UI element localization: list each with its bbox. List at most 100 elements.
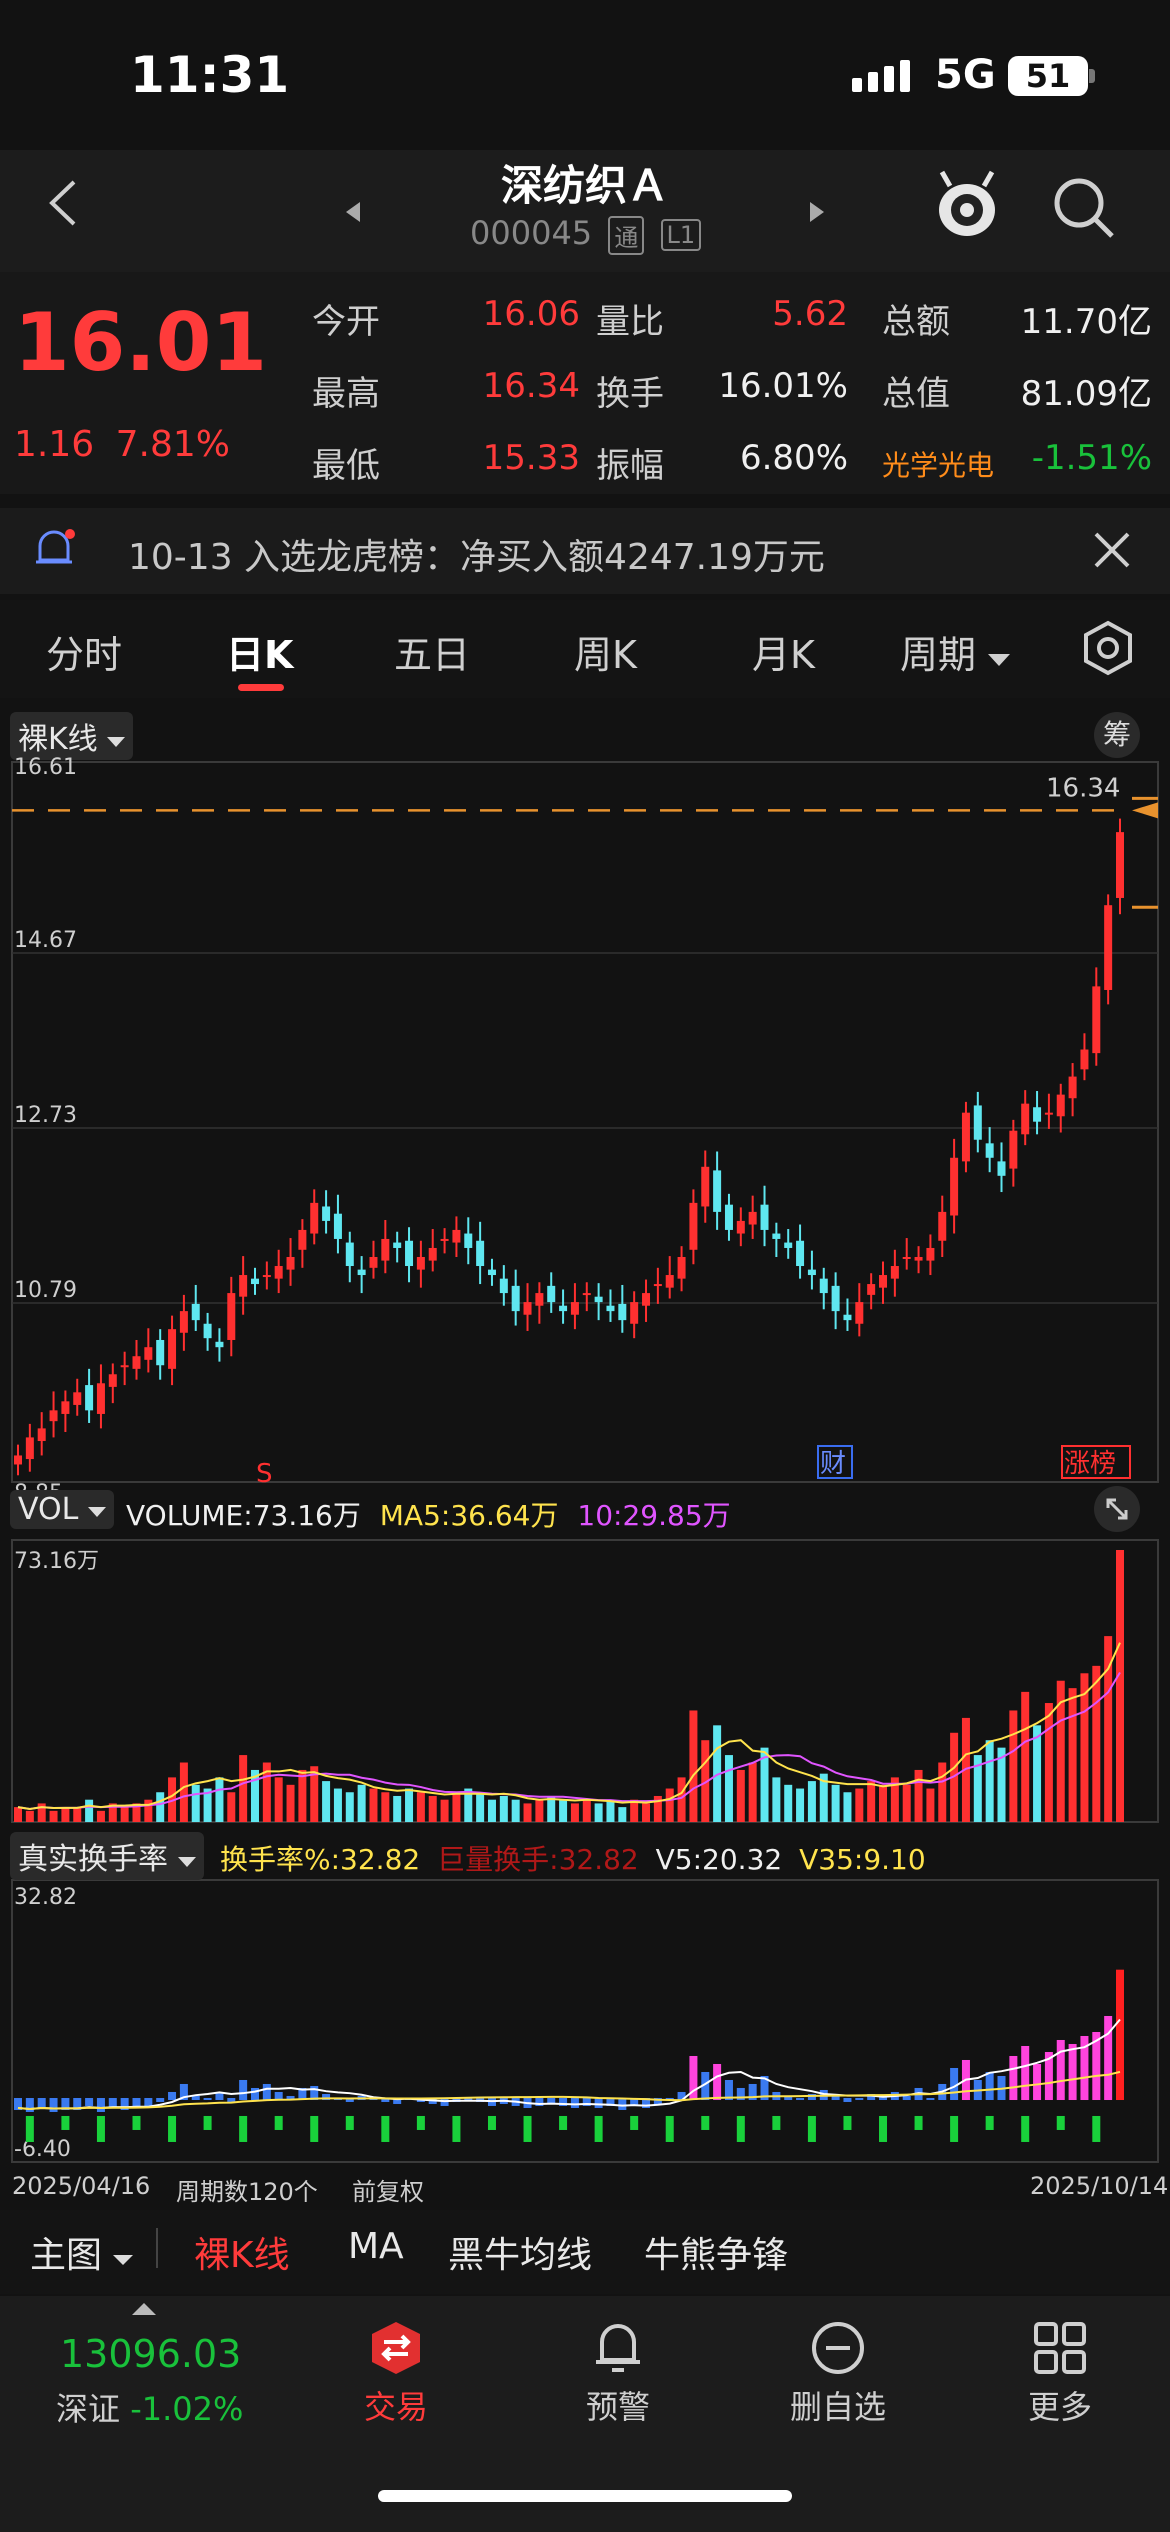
turnover-bar <box>879 2095 888 2101</box>
ma10-line <box>17 1671 1121 1810</box>
turnover-bar <box>1056 2039 1065 2101</box>
price-marker <box>1132 802 1158 819</box>
turnover-bar <box>1044 2051 1053 2101</box>
turnover-bar <box>179 2083 188 2101</box>
tab-remove[interactable]: 删自选 <box>789 2388 886 2426</box>
candle-body <box>1021 1103 1030 1135</box>
tab-more[interactable]: 更多 <box>1027 2388 1092 2426</box>
candle-body <box>701 1166 710 1207</box>
candle-body <box>61 1401 70 1414</box>
tab-alert[interactable]: 预警 <box>585 2388 650 2426</box>
tab-rik[interactable]: 日K <box>226 633 294 677</box>
expand-icon[interactable] <box>1094 1486 1140 1532</box>
settings-icon[interactable] <box>1080 620 1136 680</box>
turnover-neg-bar <box>381 2115 390 2142</box>
turnover-bar <box>144 2098 153 2106</box>
change-percent: 7.81% <box>115 424 230 465</box>
trade-icon[interactable] <box>368 2320 424 2380</box>
notice-bar[interactable] <box>0 508 1170 594</box>
volume-bar <box>215 1777 224 1822</box>
volume-bar <box>772 1777 781 1822</box>
close-icon[interactable] <box>1092 530 1132 574</box>
bell-icon <box>32 526 76 578</box>
index-value[interactable]: 13096.03 <box>60 2332 242 2376</box>
status-time: 11:31 <box>130 46 290 104</box>
candle-body <box>14 1455 22 1465</box>
back-icon[interactable] <box>44 178 84 228</box>
tab-fenshi[interactable]: 分时 <box>46 633 123 677</box>
remove-watchlist-icon[interactable] <box>810 2320 866 2380</box>
chevron-up-icon[interactable] <box>132 2302 156 2321</box>
turnover-min-label: -6.40 <box>14 2137 71 2162</box>
volume-bar <box>1044 1703 1053 1822</box>
ma10-value: 29.85万 <box>622 1499 731 1532</box>
volume-bar <box>760 1747 769 1822</box>
turnover-bar <box>630 2098 639 2106</box>
tab-zhouqi[interactable]: 周期 <box>900 624 1011 679</box>
volume-bar <box>144 1799 153 1822</box>
turnover-neg-bar <box>345 2115 354 2130</box>
quote-label: 总额 <box>882 302 950 342</box>
indicator-ma[interactable]: MA <box>348 2226 404 2267</box>
turnover-bar <box>262 2083 271 2101</box>
candlestick-chart[interactable]: 16.6114.6712.7310.798.8516.34S财涨榜73.16万3… <box>0 700 1170 2220</box>
v5-value: 20.32 <box>702 1843 783 1876</box>
tab-yuek[interactable]: 月K <box>752 633 815 677</box>
turnover-bar <box>156 2098 165 2102</box>
more-icon[interactable] <box>1032 2320 1088 2380</box>
mascot-icon[interactable] <box>932 168 1002 248</box>
candle-body <box>961 1112 970 1162</box>
next-stock-icon[interactable] <box>806 200 826 228</box>
chips-button[interactable]: 筹 <box>1094 712 1140 758</box>
index-info[interactable]: 深证 -1.02% <box>56 2384 243 2430</box>
volume-bar <box>322 1781 331 1822</box>
quote-label[interactable]: 光学光电 <box>882 449 995 482</box>
tab-trade[interactable]: 交易 <box>363 2388 428 2426</box>
turnover-bar <box>108 2098 117 2108</box>
turnover-bar <box>464 2097 473 2101</box>
turnover-bar <box>1080 2035 1089 2101</box>
indicator-niuxiong[interactable]: 牛熊争锋 <box>644 2235 789 2276</box>
candle-body <box>973 1105 982 1140</box>
notice-text: 10-13 入选龙虎榜：净买入额4247.19万元 <box>128 537 825 578</box>
volume-bar <box>61 1807 70 1822</box>
v35-line <box>17 2070 1121 2110</box>
prev-stock-icon[interactable] <box>344 200 364 228</box>
volume-bar <box>274 1777 283 1822</box>
v5-label: V5: <box>655 1843 703 1876</box>
turnover-bar <box>653 2098 662 2104</box>
quote-label: 今开 <box>312 302 380 342</box>
volume-bar <box>179 1762 188 1822</box>
turnover-bar <box>736 2087 745 2101</box>
turnover-bar <box>310 2085 319 2101</box>
candle-body <box>215 1341 224 1348</box>
turnover-neg-bar <box>879 2115 888 2142</box>
k-style-select[interactable]: 裸K线 <box>10 712 134 760</box>
mark-s: S <box>256 1459 273 1489</box>
volume-bar <box>262 1762 271 1822</box>
volume-bar <box>239 1755 248 1822</box>
candle-body <box>748 1211 757 1225</box>
tab-zhouk[interactable]: 周K <box>574 633 637 677</box>
adjustment-label[interactable]: 前复权 <box>352 2178 424 2206</box>
candle-body <box>49 1410 58 1422</box>
vol-select[interactable]: VOL <box>10 1490 114 1529</box>
tab-wuri[interactable]: 五日 <box>394 633 471 677</box>
indicator-heiniu[interactable]: 黑牛均线 <box>448 2235 593 2276</box>
divider <box>156 2228 158 2268</box>
alert-icon[interactable] <box>592 2318 644 2382</box>
mark-cai-box <box>817 1445 853 1479</box>
indicator-luok[interactable]: 裸K线 <box>194 2235 290 2276</box>
candle-body <box>203 1323 212 1339</box>
turnover-select[interactable]: 真实换手率 <box>10 1832 204 1880</box>
main-chart-select[interactable]: 主图 <box>30 2226 134 2278</box>
turnover-neg-bar <box>1092 2115 1101 2142</box>
volume-bar <box>1080 1673 1089 1822</box>
volume-bar <box>1092 1665 1101 1822</box>
turnover-bar <box>85 2098 94 2106</box>
turnover-bar <box>381 2098 390 2102</box>
search-icon[interactable] <box>1052 176 1116 244</box>
turnover-neg-bar <box>1056 2115 1065 2130</box>
candle-body <box>464 1233 473 1248</box>
volume-bar <box>950 1732 959 1822</box>
